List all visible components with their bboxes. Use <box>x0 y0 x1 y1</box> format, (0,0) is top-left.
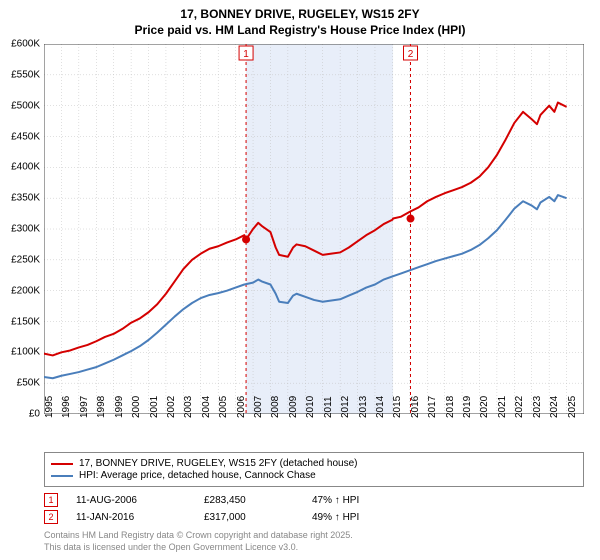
x-tick-label: 2008 <box>270 396 281 418</box>
x-tick-label: 2013 <box>358 396 369 418</box>
svg-text:1: 1 <box>243 49 249 60</box>
sale-badge: 1 <box>44 493 58 507</box>
x-tick-label: 2018 <box>445 396 456 418</box>
legend-label: 17, BONNEY DRIVE, RUGELEY, WS15 2FY (det… <box>79 458 357 469</box>
credit-text: Contains HM Land Registry data © Crown c… <box>44 530 353 553</box>
x-tick-label: 2017 <box>427 396 438 418</box>
x-tick-label: 2021 <box>497 396 508 418</box>
x-tick-label: 2019 <box>462 396 473 418</box>
x-tick-label: 1999 <box>114 396 125 418</box>
x-tick-label: 2024 <box>549 396 560 418</box>
legend-swatch <box>51 463 73 465</box>
y-tick-label: £150K <box>11 316 40 327</box>
y-tick-label: £550K <box>11 69 40 80</box>
x-tick-label: 2004 <box>201 396 212 418</box>
x-tick-label: 2016 <box>410 396 421 418</box>
x-tick-label: 2012 <box>340 396 351 418</box>
y-tick-label: £450K <box>11 131 40 142</box>
sale-date: 11-JAN-2016 <box>76 512 186 523</box>
x-tick-label: 2006 <box>236 396 247 418</box>
y-tick-label: £300K <box>11 224 40 235</box>
chart-container: 17, BONNEY DRIVE, RUGELEY, WS15 2FY Pric… <box>0 0 600 560</box>
x-tick-label: 2023 <box>532 396 543 418</box>
sale-price: £283,450 <box>204 495 294 506</box>
sale-date: 11-AUG-2006 <box>76 495 186 506</box>
x-tick-label: 1996 <box>61 396 72 418</box>
title-line2: Price paid vs. HM Land Registry's House … <box>0 22 600 38</box>
y-tick-label: £600K <box>11 39 40 50</box>
x-tick-label: 2020 <box>479 396 490 418</box>
legend-item: HPI: Average price, detached house, Cann… <box>51 470 577 481</box>
title-block: 17, BONNEY DRIVE, RUGELEY, WS15 2FY Pric… <box>0 0 600 40</box>
title-line1: 17, BONNEY DRIVE, RUGELEY, WS15 2FY <box>0 6 600 22</box>
legend: 17, BONNEY DRIVE, RUGELEY, WS15 2FY (det… <box>44 452 584 487</box>
x-tick-label: 2011 <box>323 396 334 418</box>
x-tick-label: 2015 <box>392 396 403 418</box>
x-tick-label: 2014 <box>375 396 386 418</box>
sale-badge-label: 2 <box>48 512 53 522</box>
y-tick-label: £50K <box>17 378 40 389</box>
legend-item: 17, BONNEY DRIVE, RUGELEY, WS15 2FY (det… <box>51 458 577 469</box>
sale-badge: 2 <box>44 510 58 524</box>
x-tick-label: 2002 <box>166 396 177 418</box>
credit-line1: Contains HM Land Registry data © Crown c… <box>44 530 353 542</box>
credit-line2: This data is licensed under the Open Gov… <box>44 542 353 554</box>
legend-label: HPI: Average price, detached house, Cann… <box>79 470 316 481</box>
x-tick-label: 2003 <box>183 396 194 418</box>
chart-area: 12 £0£50K£100K£150K£200K£250K£300K£350K£… <box>44 44 584 414</box>
y-tick-label: £350K <box>11 193 40 204</box>
x-tick-label: 2025 <box>567 396 578 418</box>
y-tick-label: £0 <box>29 409 40 420</box>
x-tick-label: 2001 <box>149 396 160 418</box>
sale-table: 1 11-AUG-2006 £283,450 47% ↑ HPI 2 11-JA… <box>44 490 412 527</box>
sale-badge-label: 1 <box>48 495 53 505</box>
x-tick-label: 2000 <box>131 396 142 418</box>
y-tick-label: £400K <box>11 162 40 173</box>
y-tick-label: £500K <box>11 100 40 111</box>
y-tick-label: £100K <box>11 347 40 358</box>
sale-price: £317,000 <box>204 512 294 523</box>
x-tick-label: 2010 <box>305 396 316 418</box>
sale-pct: 47% ↑ HPI <box>312 495 412 506</box>
x-tick-label: 1998 <box>96 396 107 418</box>
sale-pct: 49% ↑ HPI <box>312 512 412 523</box>
sale-row: 2 11-JAN-2016 £317,000 49% ↑ HPI <box>44 510 412 524</box>
x-tick-label: 2009 <box>288 396 299 418</box>
x-tick-label: 1995 <box>44 396 55 418</box>
chart-svg: 12 <box>44 44 584 414</box>
sale-row: 1 11-AUG-2006 £283,450 47% ↑ HPI <box>44 493 412 507</box>
x-tick-label: 2022 <box>514 396 525 418</box>
x-tick-label: 2005 <box>218 396 229 418</box>
svg-text:2: 2 <box>408 49 414 60</box>
y-tick-label: £200K <box>11 285 40 296</box>
legend-swatch <box>51 475 73 477</box>
y-tick-label: £250K <box>11 254 40 265</box>
x-tick-label: 2007 <box>253 396 264 418</box>
x-tick-label: 1997 <box>79 396 90 418</box>
